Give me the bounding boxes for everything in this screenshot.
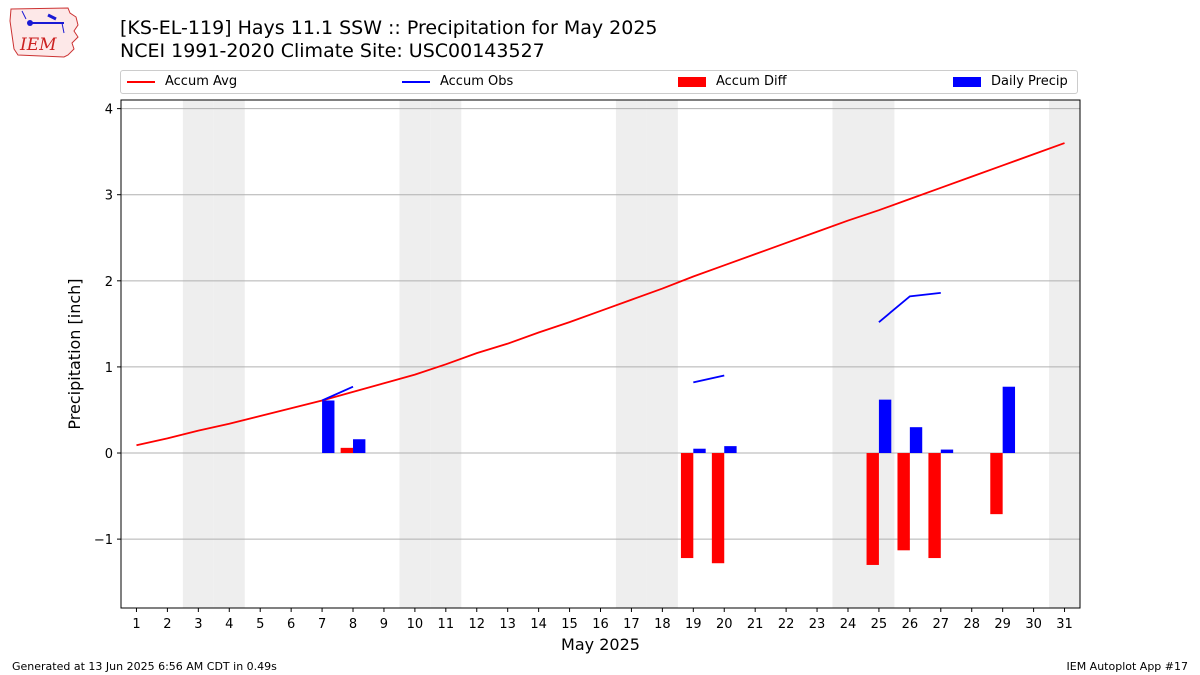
legend-label-accum-avg: Accum Avg bbox=[165, 74, 238, 89]
x-tick-label-12: 12 bbox=[468, 617, 485, 632]
weekend-shade-day-11 bbox=[430, 100, 462, 608]
x-tick-label-3: 3 bbox=[194, 617, 202, 632]
y-tick-label-4: 4 bbox=[105, 103, 113, 118]
accum-diff-bar-day-27 bbox=[928, 453, 941, 559]
x-tick-label-18: 18 bbox=[654, 617, 671, 632]
x-tick-label-17: 17 bbox=[623, 617, 640, 632]
x-tick-label-5: 5 bbox=[256, 617, 264, 632]
x-tick-label-24: 24 bbox=[840, 617, 857, 632]
accum-obs-line-segment-1 bbox=[321, 385, 354, 402]
x-tick-label-14: 14 bbox=[530, 617, 547, 632]
accum-obs-line-segment-3 bbox=[878, 291, 941, 323]
axis-ticks: 1 2 3 4 5 6 7 8 9 10 11 12 13 14 15 16 17 18 19 20 21 22 23 24 2… bbox=[94, 103, 1073, 632]
x-tick-label-9: 9 bbox=[380, 617, 388, 632]
legend-label-daily-precip: Daily Precip bbox=[991, 74, 1068, 89]
legend-item-accum-diff: Accum Diff bbox=[678, 74, 787, 89]
legend-swatch-accum-diff bbox=[678, 76, 706, 87]
legend-item-daily-precip: Daily Precip bbox=[953, 74, 1068, 89]
accum-obs-line-segment-2 bbox=[693, 374, 725, 384]
weekend-shade-day-4 bbox=[213, 100, 245, 608]
weekend-shade-day-10 bbox=[399, 100, 431, 608]
x-tick-label-29: 29 bbox=[994, 617, 1011, 632]
legend-swatch-accum-obs bbox=[402, 80, 430, 83]
x-tick-label-13: 13 bbox=[499, 617, 516, 632]
daily-precip-bar-day-20 bbox=[724, 446, 737, 454]
daily-precip-bar-day-19 bbox=[693, 448, 706, 454]
chart-subtitle: NCEI 1991-2020 Climate Site: USC00143527 bbox=[120, 40, 545, 62]
x-tick-label-4: 4 bbox=[225, 617, 233, 632]
y-tick-label-0: 0 bbox=[105, 447, 113, 462]
x-axis-label: May 2025 bbox=[561, 635, 640, 654]
accum-diff-bar-day-20 bbox=[711, 453, 725, 564]
x-tick-label-27: 27 bbox=[933, 617, 950, 632]
accum-diff-bar-day-29 bbox=[990, 453, 1003, 515]
legend-swatch-daily-precip bbox=[953, 76, 981, 87]
x-tick-label-23: 23 bbox=[809, 617, 826, 632]
x-tick-label-22: 22 bbox=[778, 617, 795, 632]
x-tick-label-26: 26 bbox=[902, 617, 919, 632]
x-tick-label-20: 20 bbox=[716, 617, 733, 632]
x-tick-label-30: 30 bbox=[1025, 617, 1042, 632]
x-tick-label-15: 15 bbox=[561, 617, 578, 632]
x-tick-label-1: 1 bbox=[132, 617, 140, 632]
x-tick-label-31: 31 bbox=[1056, 617, 1073, 632]
weekend-shade-day-18 bbox=[646, 100, 678, 608]
daily-precip-bar-day-29 bbox=[1002, 386, 1016, 454]
logo-text: IEM bbox=[19, 35, 57, 55]
legend-swatch-accum-avg bbox=[127, 80, 155, 83]
accum-avg-line bbox=[136, 142, 1065, 447]
bars bbox=[322, 386, 1016, 565]
weekend-shading bbox=[182, 100, 1080, 608]
daily-precip-bar-day-25 bbox=[878, 399, 892, 454]
weekend-shade-day-31 bbox=[1049, 100, 1080, 608]
daily-precip-bar-day-27 bbox=[940, 449, 954, 454]
daily-precip-bar-day-26 bbox=[909, 427, 923, 454]
x-tick-label-21: 21 bbox=[747, 617, 764, 632]
y-tick-label-3: 3 bbox=[105, 189, 113, 204]
iem-logo: IEM bbox=[8, 5, 80, 63]
x-tick-label-6: 6 bbox=[287, 617, 295, 632]
x-tick-label-19: 19 bbox=[685, 617, 702, 632]
x-tick-label-16: 16 bbox=[592, 617, 609, 632]
x-tick-label-28: 28 bbox=[963, 617, 980, 632]
footer-app: IEM Autoplot App #17 bbox=[1066, 660, 1189, 673]
y-tick-label--1: −1 bbox=[94, 533, 113, 548]
daily-precip-bar-day-7 bbox=[322, 400, 335, 454]
accum-diff-bar-day-19 bbox=[680, 453, 694, 559]
x-tick-label-11: 11 bbox=[438, 617, 455, 632]
footer-generated: Generated at 13 Jun 2025 6:56 AM CDT in … bbox=[12, 660, 277, 673]
accum-diff-bar-day-26 bbox=[897, 453, 910, 551]
x-tick-label-8: 8 bbox=[349, 617, 357, 632]
x-tick-label-7: 7 bbox=[318, 617, 326, 632]
x-tick-label-10: 10 bbox=[407, 617, 424, 632]
weekend-shade-day-3 bbox=[182, 100, 214, 608]
x-tick-label-2: 2 bbox=[163, 617, 171, 632]
chart-title: [KS-EL-119] Hays 11.1 SSW :: Precipitati… bbox=[120, 17, 658, 39]
legend-label-accum-diff: Accum Diff bbox=[716, 74, 787, 89]
lines bbox=[136, 142, 1065, 447]
weekend-shade-day-17 bbox=[615, 100, 647, 608]
weekend-shade-day-24 bbox=[832, 100, 864, 608]
legend: Accum Avg Accum Obs Accum Diff Daily Pre… bbox=[120, 70, 1078, 94]
y-tick-label-2: 2 bbox=[105, 275, 113, 290]
legend-label-accum-obs: Accum Obs bbox=[440, 74, 514, 89]
accum-diff-bar-day-8 bbox=[340, 447, 354, 454]
accum-diff-bar-day-25 bbox=[866, 453, 879, 565]
legend-item-accum-avg: Accum Avg bbox=[127, 74, 237, 89]
y-tick-label-1: 1 bbox=[105, 361, 113, 376]
daily-precip-bar-day-8 bbox=[353, 439, 366, 454]
y-axis-label: Precipitation [inch] bbox=[65, 278, 84, 429]
legend-item-accum-obs: Accum Obs bbox=[402, 74, 513, 89]
x-tick-label-25: 25 bbox=[871, 617, 888, 632]
